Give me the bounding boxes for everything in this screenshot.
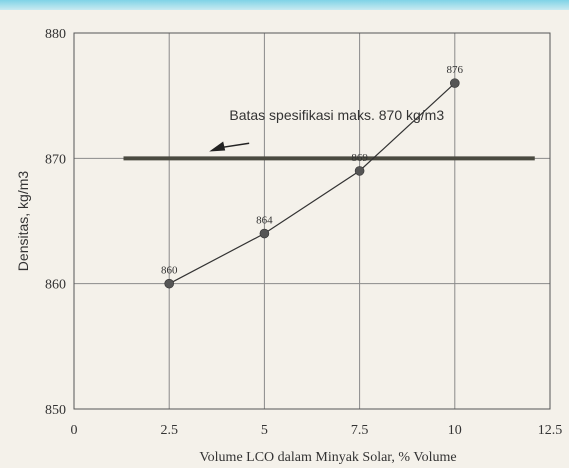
top-color-band — [0, 0, 569, 10]
plot-frame — [73, 32, 551, 410]
x-tick-label: 0 — [71, 423, 78, 438]
x-tick-label: 12.5 — [538, 423, 563, 438]
grid-layer — [74, 33, 550, 409]
data-label: 869 — [351, 152, 368, 164]
annotation-arrow — [209, 141, 250, 152]
x-tick-label: 5 — [261, 423, 268, 438]
data-point — [449, 78, 460, 88]
y-tick-label: 850 — [45, 403, 66, 418]
y-tick-label: 880 — [45, 27, 66, 42]
y-axis-label: Densitas, kg/m3 — [15, 171, 31, 272]
annotation-label: Batas spesifikasi maks. 870 kg/m3 — [229, 107, 444, 123]
x-tick-label: 7.5 — [351, 423, 369, 438]
x-tick-label: 10 — [448, 423, 462, 438]
ticks-layer: 0 2.5 5 7.5 10 12.5 850 860 870 880 — [45, 27, 562, 438]
data-point — [354, 166, 365, 176]
series-layer: 860 864 869 876 — [161, 64, 464, 289]
data-label: 860 — [161, 265, 178, 277]
x-axis-label: Volume LCO dalam Minyak Solar, % Volume — [199, 450, 456, 465]
arrow-head — [209, 141, 226, 152]
y-tick-label: 860 — [45, 278, 66, 293]
x-tick-label: 2.5 — [160, 423, 178, 438]
data-label: 876 — [447, 64, 464, 76]
data-point — [259, 228, 270, 239]
data-label: 864 — [256, 215, 273, 227]
data-point — [164, 278, 174, 289]
y-tick-label: 870 — [45, 152, 66, 167]
series-line — [168, 82, 456, 285]
